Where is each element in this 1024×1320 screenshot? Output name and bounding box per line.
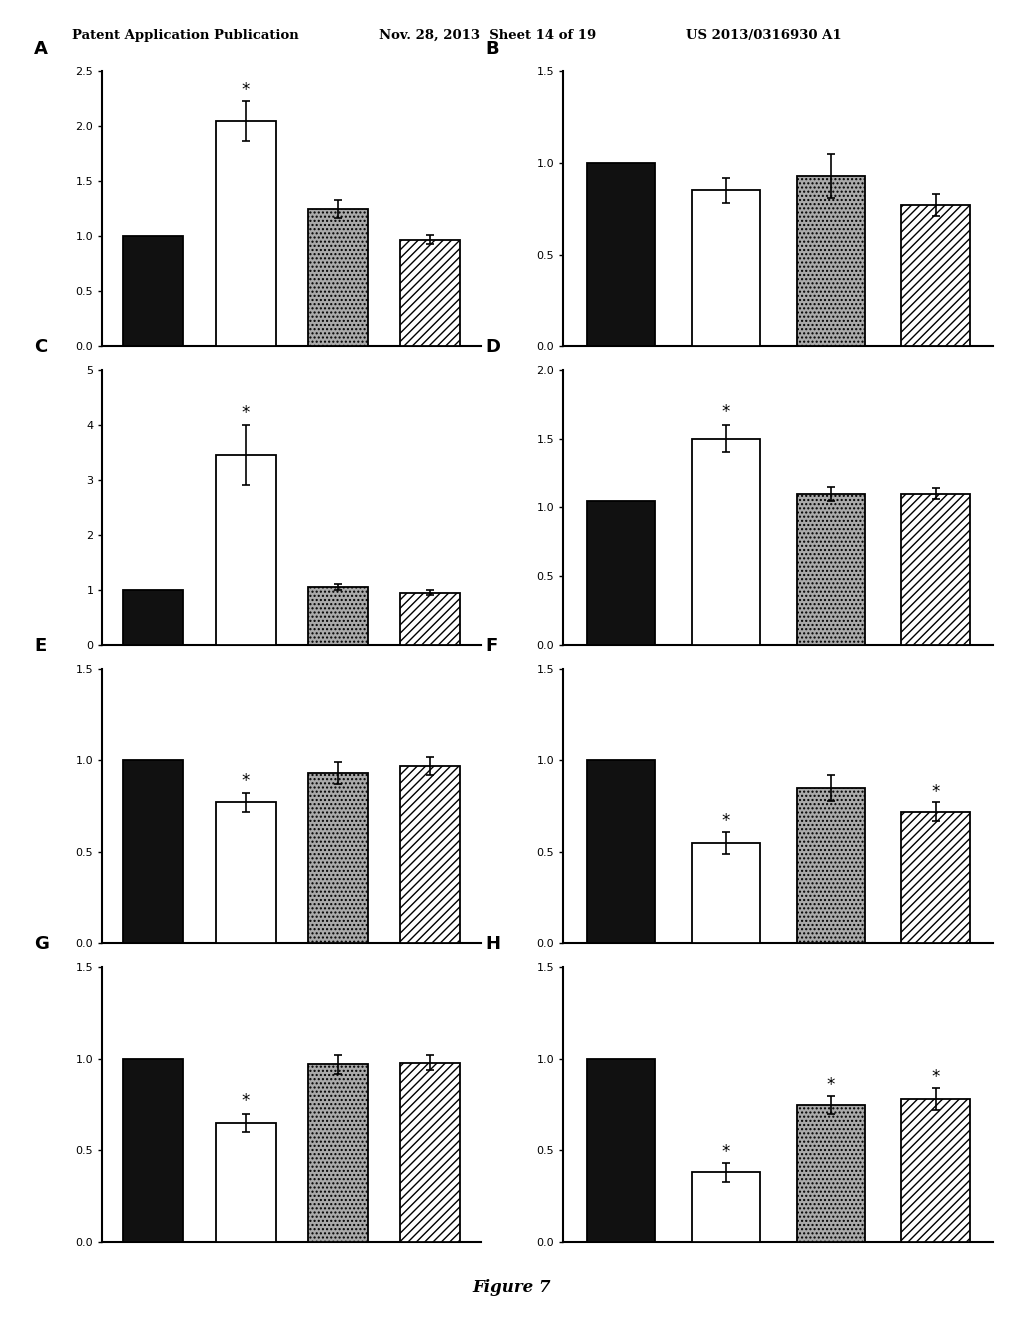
Bar (216, 120, 275, 346)
Bar (216, 1123, 275, 1242)
Bar (901, 205, 970, 346)
Text: H: H (485, 936, 501, 953)
Text: *: * (722, 403, 730, 421)
Text: G: G (34, 936, 49, 953)
Bar (308, 587, 368, 645)
Bar (691, 1172, 760, 1242)
Text: Patent Application Publication: Patent Application Publication (72, 29, 298, 42)
Bar (400, 1063, 461, 1242)
Text: D: D (485, 338, 501, 356)
Text: US 2013/0316930 A1: US 2013/0316930 A1 (686, 29, 842, 42)
Bar (797, 176, 865, 346)
Bar (587, 1059, 655, 1242)
Bar (123, 760, 183, 944)
Text: *: * (932, 783, 940, 800)
Bar (123, 1059, 183, 1242)
Bar (308, 209, 368, 346)
Bar (308, 774, 368, 944)
Text: C: C (34, 338, 47, 356)
Text: *: * (242, 1092, 250, 1110)
Bar (216, 455, 275, 645)
Bar (901, 494, 970, 645)
Bar (797, 494, 865, 645)
Text: *: * (242, 771, 250, 789)
Bar (901, 812, 970, 944)
Bar (691, 842, 760, 944)
Text: *: * (242, 81, 250, 99)
Bar (587, 760, 655, 944)
Bar (587, 500, 655, 645)
Bar (123, 590, 183, 645)
Text: B: B (485, 40, 500, 58)
Text: Nov. 28, 2013  Sheet 14 of 19: Nov. 28, 2013 Sheet 14 of 19 (379, 29, 596, 42)
Bar (691, 190, 760, 346)
Text: *: * (932, 1068, 940, 1086)
Text: *: * (722, 812, 730, 830)
Bar (308, 1064, 368, 1242)
Bar (123, 236, 183, 346)
Bar (587, 162, 655, 346)
Text: *: * (826, 1076, 835, 1094)
Text: *: * (722, 1143, 730, 1162)
Bar (797, 788, 865, 944)
Text: A: A (34, 40, 48, 58)
Bar (400, 239, 461, 346)
Bar (797, 1105, 865, 1242)
Bar (400, 593, 461, 645)
Text: *: * (242, 404, 250, 422)
Bar (901, 1100, 970, 1242)
Text: Figure 7: Figure 7 (473, 1279, 551, 1296)
Text: F: F (485, 636, 498, 655)
Bar (691, 438, 760, 645)
Bar (400, 766, 461, 944)
Bar (216, 803, 275, 944)
Text: E: E (34, 636, 46, 655)
